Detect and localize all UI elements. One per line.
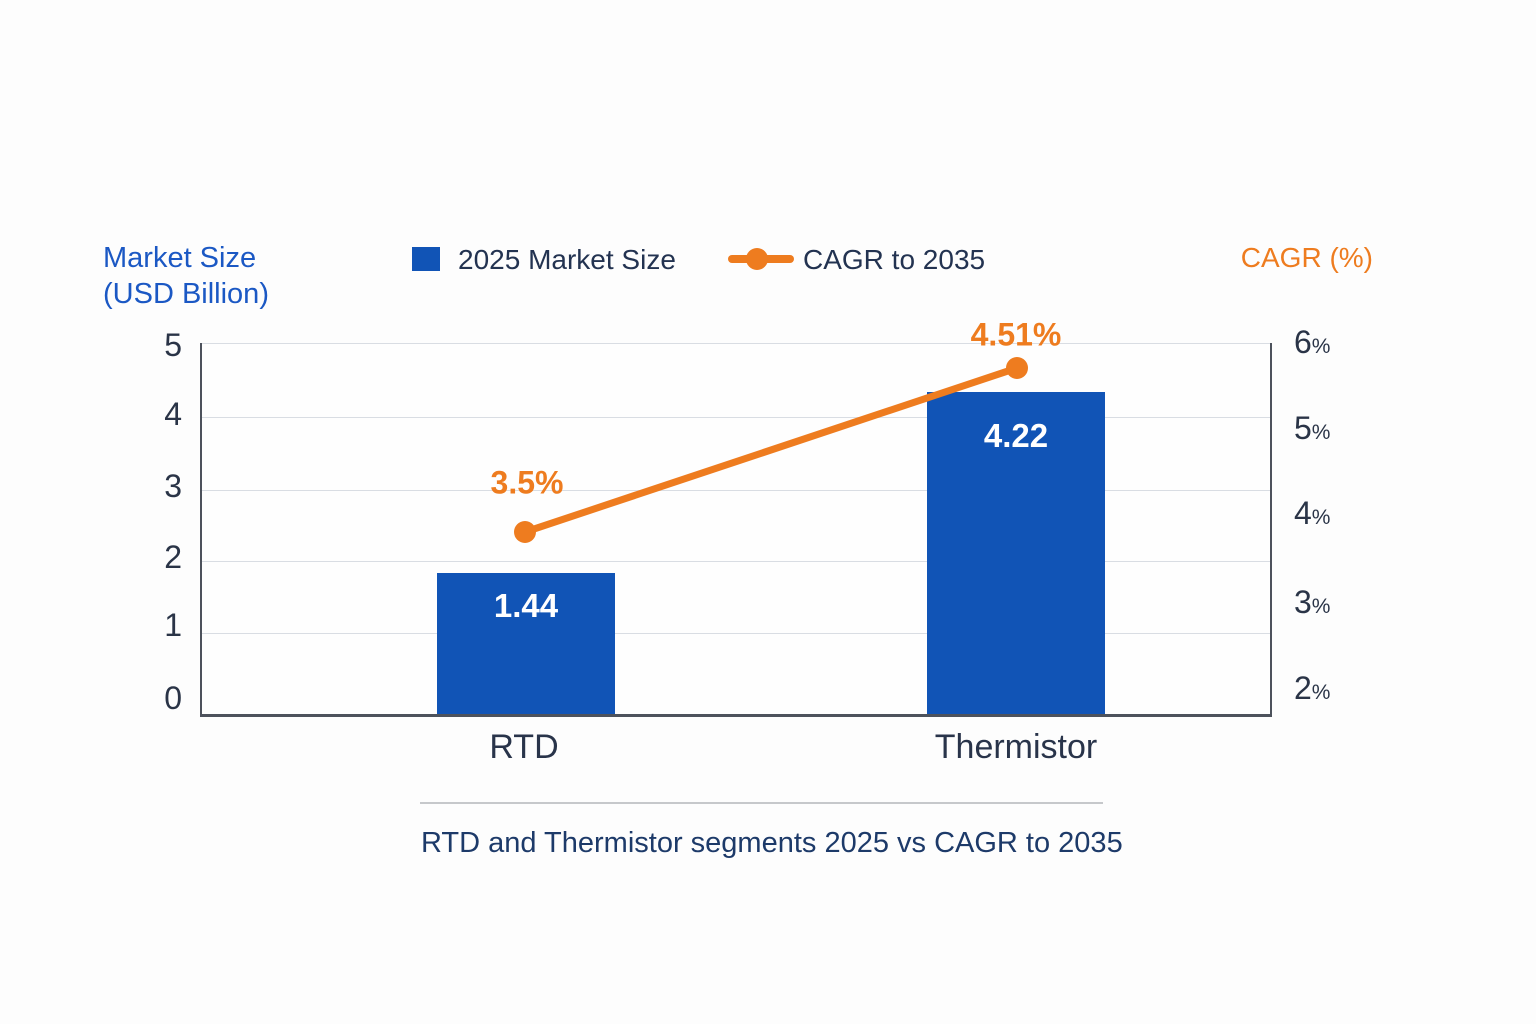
x-axis-label-thermistor: Thermistor <box>934 728 1098 766</box>
legend-bar-label: 2025 Market Size <box>458 244 676 275</box>
left-axis-tick-3: 3 <box>164 468 182 504</box>
plot-area: 1.44 4.22 <box>200 343 1272 717</box>
right-tick-pct: % <box>1311 681 1331 704</box>
right-tick-pct: % <box>1311 595 1331 618</box>
right-axis-tick-2pct: 2% <box>1294 669 1330 707</box>
left-axis-tick-4: 4 <box>164 396 182 432</box>
left-axis-title-line2: (USD Billion) <box>103 278 269 310</box>
right-tick-pct: % <box>1311 506 1331 529</box>
left-axis-tick-1: 1 <box>164 607 182 643</box>
bar-rtd <box>437 573 615 714</box>
right-axis-tick-3pct: 3% <box>1294 583 1330 621</box>
gridline <box>202 633 1270 634</box>
legend-bar-swatch-icon <box>412 247 440 271</box>
right-tick-num: 4 <box>1294 495 1312 531</box>
gridline <box>202 417 1270 418</box>
cagr-point-label-rtd: 3.5% <box>490 464 564 501</box>
legend-line-label: CAGR to 2035 <box>803 244 986 275</box>
left-axis-title: Market Size (USD Billion) <box>103 240 269 312</box>
right-axis-tick-6pct: 6% <box>1294 323 1330 361</box>
right-axis-tick-5pct: 5% <box>1294 409 1330 447</box>
right-tick-num: 5 <box>1294 410 1312 446</box>
left-axis-tick-2: 2 <box>164 539 182 575</box>
gridline <box>202 343 1270 344</box>
gridline <box>202 561 1270 562</box>
right-tick-num: 3 <box>1294 584 1312 620</box>
right-axis-title: CAGR (%) <box>1240 242 1373 273</box>
left-axis-title-line1: Market Size <box>103 242 257 274</box>
bar-value-label-thermistor: 4.22 <box>983 417 1049 454</box>
right-axis-tick-4pct: 4% <box>1294 494 1330 532</box>
x-axis-label-rtd: RTD <box>489 728 559 766</box>
divider-line <box>420 802 1103 804</box>
chart-caption: RTD and Thermistor segments 2025 vs CAGR… <box>421 827 1123 859</box>
left-axis-tick-0: 0 <box>164 680 182 716</box>
right-tick-num: 2 <box>1294 670 1312 706</box>
cagr-point-rtd <box>514 521 536 543</box>
right-tick-num: 6 <box>1294 324 1312 360</box>
gridline <box>202 490 1270 491</box>
right-tick-pct: % <box>1311 335 1331 358</box>
legend-line-dot-icon <box>746 248 768 270</box>
cagr-point-label-thermistor: 4.51% <box>970 316 1062 353</box>
cagr-point-thermistor <box>1006 357 1028 379</box>
right-tick-pct: % <box>1311 421 1331 444</box>
cagr-line-svg <box>514 357 1028 543</box>
bar-value-label-rtd: 1.44 <box>493 587 559 624</box>
left-axis-tick-5: 5 <box>164 327 182 363</box>
